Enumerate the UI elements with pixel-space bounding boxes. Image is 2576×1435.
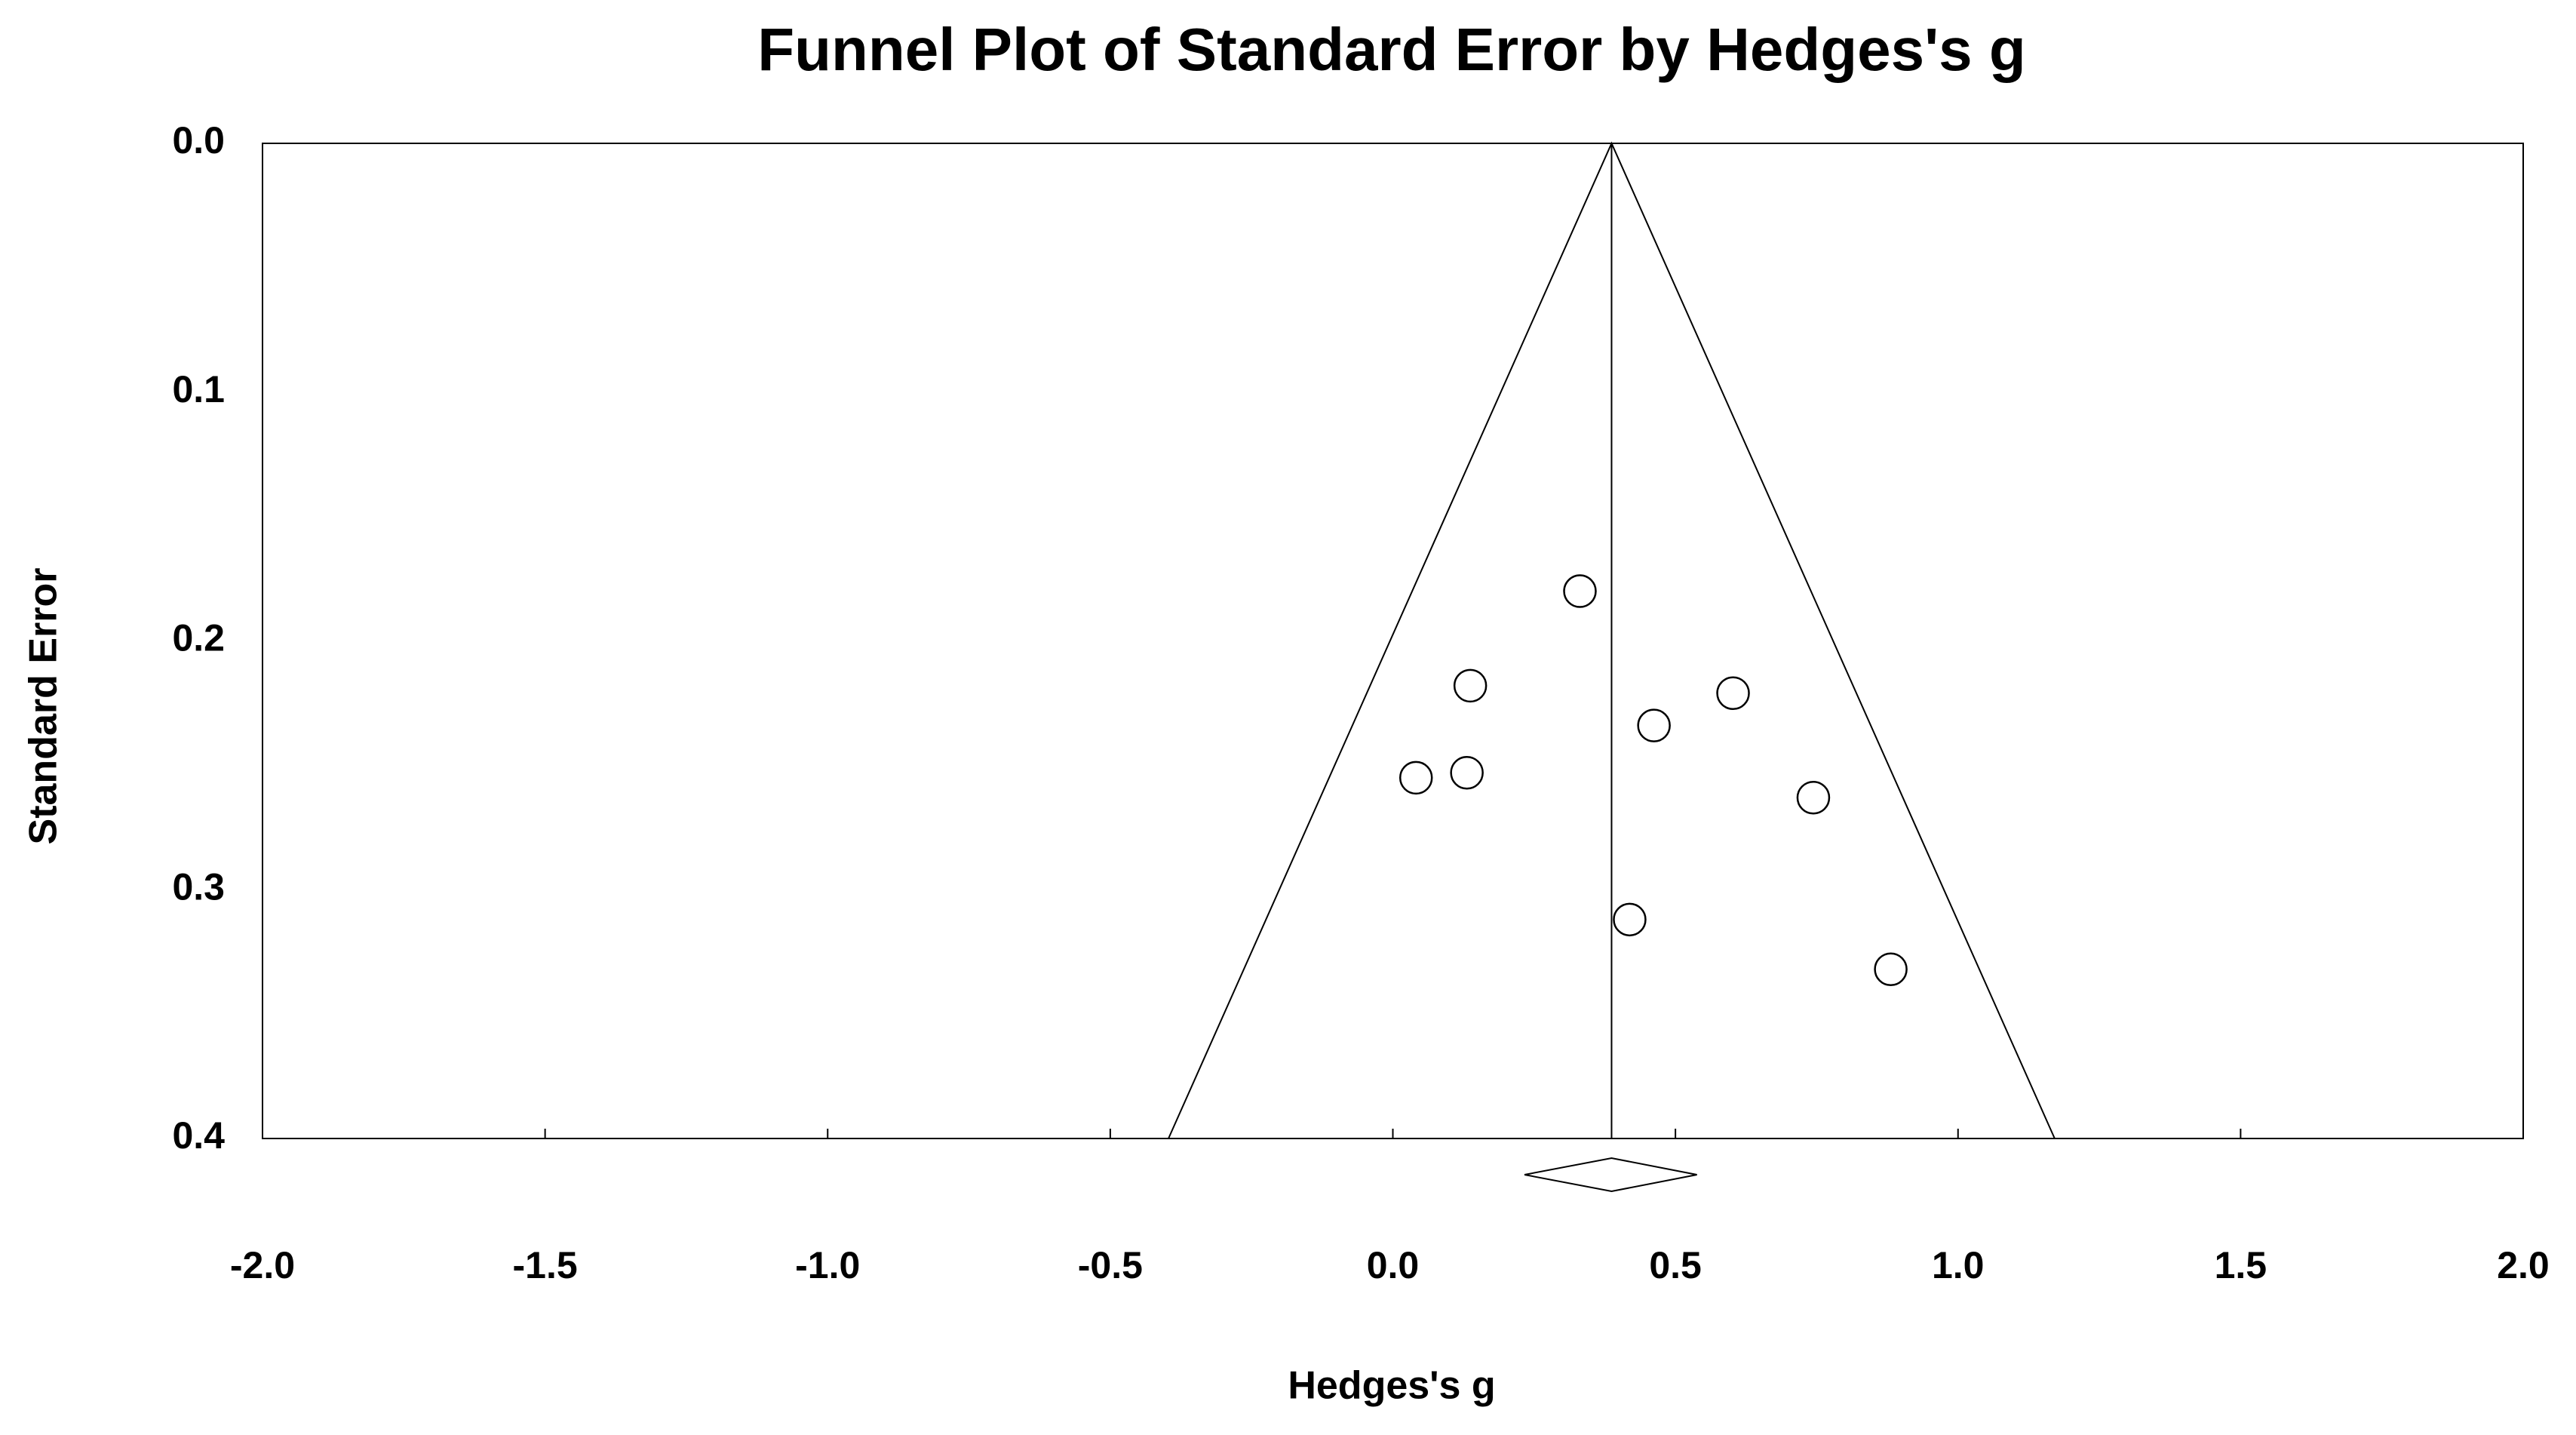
study-point bbox=[1399, 761, 1433, 795]
study-point bbox=[1796, 780, 1831, 815]
y-tick-label: 0.1 bbox=[172, 368, 225, 410]
y-tick-label: 0.4 bbox=[172, 1114, 225, 1157]
x-tick-label: 1.5 bbox=[2215, 1244, 2267, 1286]
chart-title: Funnel Plot of Standard Error by Hedges'… bbox=[757, 16, 2025, 83]
study-point bbox=[1563, 574, 1597, 608]
study-point bbox=[1613, 902, 1647, 937]
y-tick-label: 0.3 bbox=[172, 865, 225, 908]
summary-diamond bbox=[1524, 1157, 1697, 1193]
y-axis-title: Standard Error bbox=[22, 568, 66, 845]
y-tick-label: 0.2 bbox=[172, 617, 225, 659]
x-tick-label: -0.5 bbox=[1078, 1244, 1143, 1286]
study-point bbox=[1450, 756, 1484, 790]
x-tick-label: 2.0 bbox=[2497, 1244, 2550, 1286]
study-point bbox=[1716, 676, 1750, 710]
study-point bbox=[1453, 668, 1488, 703]
x-tick-label: -2.0 bbox=[230, 1244, 295, 1286]
y-tick-label: 0.0 bbox=[172, 119, 225, 161]
x-tick-label: 1.0 bbox=[1932, 1244, 1985, 1286]
x-tick-label: 0.0 bbox=[1367, 1244, 1420, 1286]
x-tick-label: -1.5 bbox=[513, 1244, 578, 1286]
study-point bbox=[1637, 708, 1671, 742]
x-axis-title: Hedges's g bbox=[1288, 1364, 1495, 1408]
study-point bbox=[1874, 952, 1908, 987]
x-tick-label: 0.5 bbox=[1649, 1244, 1702, 1286]
x-tick-label: -1.0 bbox=[795, 1244, 860, 1286]
